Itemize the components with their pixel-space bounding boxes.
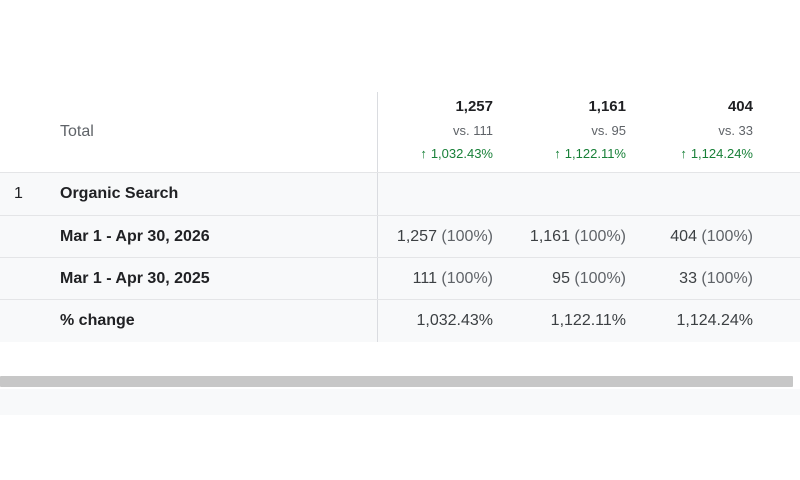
total-comparison: vs. 33 xyxy=(718,123,753,138)
metric-cell: 404 (100%) xyxy=(670,216,753,257)
total-value: 404 xyxy=(727,98,753,115)
metric-cell: 1,257 (100%) xyxy=(397,216,493,257)
metric-value: 95 xyxy=(552,269,570,287)
total-change: ↑ 1,122.11% xyxy=(554,146,626,161)
arrow-up-icon: ↑ xyxy=(554,146,561,161)
table-row-previous-period: Mar 1 - Apr 30, 2025 111 (100%) 95 (100%… xyxy=(0,258,800,300)
metric-cell: 95 (100%) xyxy=(552,258,626,299)
metric-cell: 1,122.11% xyxy=(551,300,626,342)
column-divider xyxy=(377,258,378,299)
period-label: Mar 1 - Apr 30, 2026 xyxy=(60,227,210,245)
metric-percent: (100%) xyxy=(701,269,753,287)
metric-percent: (100%) xyxy=(574,269,626,287)
total-change-value: 1,124.24% xyxy=(690,146,753,161)
metric-value: 404 xyxy=(670,227,697,245)
change-label: % change xyxy=(60,312,135,329)
metric-value: 1,122.11% xyxy=(550,312,626,329)
total-comparison: vs. 111 xyxy=(453,123,493,138)
total-change: ↑ 1,124.24% xyxy=(680,146,753,161)
metric-value: 111 xyxy=(412,269,437,287)
metric-cell: 111 (100%) xyxy=(413,258,493,299)
metric-cell: 1,161 (100%) xyxy=(530,216,626,257)
table-row-current-period: Mar 1 - Apr 30, 2026 1,257 (100%) 1,161 … xyxy=(0,216,800,258)
total-metric-1: 1,257 vs. 111 ↑ 1,032.43% xyxy=(383,92,493,172)
column-divider xyxy=(377,300,378,342)
total-value: 1,257 xyxy=(455,98,493,115)
metric-value: 1,161 xyxy=(529,227,570,245)
report-table: Total 1,257 vs. 111 ↑ 1,032.43% 1,161 vs.… xyxy=(0,92,800,342)
totals-row: Total 1,257 vs. 111 ↑ 1,032.43% 1,161 vs.… xyxy=(0,92,800,173)
total-change: ↑ 1,032.43% xyxy=(420,146,493,161)
table-row-percent-change: % change 1,032.43% 1,122.11% 1,124.24% xyxy=(0,300,800,342)
arrow-up-icon: ↑ xyxy=(680,146,687,161)
horizontal-scrollbar-thumb[interactable] xyxy=(0,376,793,387)
table-row-channel[interactable]: 1 Organic Search xyxy=(0,173,800,216)
metric-value: 1,032.43% xyxy=(416,312,493,329)
column-divider xyxy=(377,92,378,172)
metric-value: 1,124.24% xyxy=(676,312,753,329)
metric-value: 1,257 xyxy=(396,227,437,245)
metric-cell: 1,032.43% xyxy=(416,300,493,342)
metric-percent: (100%) xyxy=(574,227,626,245)
total-metric-3: 404 vs. 33 ↑ 1,124.24% xyxy=(643,92,753,172)
table-footer xyxy=(0,389,800,415)
metric-percent: (100%) xyxy=(441,227,493,245)
metric-percent: (100%) xyxy=(701,227,753,245)
total-value: 1,161 xyxy=(588,98,626,115)
total-comparison: vs. 95 xyxy=(591,123,626,138)
total-change-value: 1,122.11% xyxy=(564,146,626,161)
totals-label: Total xyxy=(60,123,94,140)
column-divider xyxy=(377,173,378,215)
period-label: Mar 1 - Apr 30, 2025 xyxy=(60,269,210,287)
total-metric-2: 1,161 vs. 95 ↑ 1,122.11% xyxy=(516,92,626,172)
metric-percent: (100%) xyxy=(441,269,493,287)
row-index: 1 xyxy=(14,185,23,202)
metric-cell: 33 (100%) xyxy=(679,258,753,299)
channel-label[interactable]: Organic Search xyxy=(60,185,179,202)
arrow-up-icon: ↑ xyxy=(420,146,427,161)
metric-cell: 1,124.24% xyxy=(676,300,753,342)
column-divider xyxy=(377,216,378,257)
total-change-value: 1,032.43% xyxy=(430,146,493,161)
metric-value: 33 xyxy=(679,269,697,287)
